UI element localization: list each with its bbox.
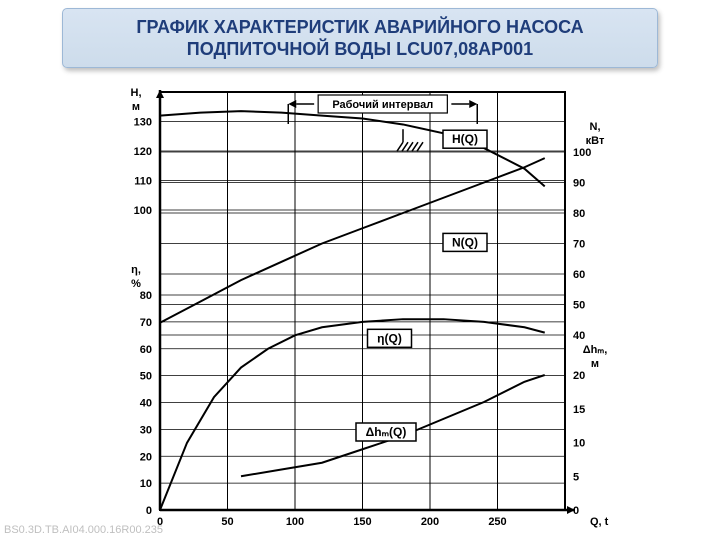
- svg-text:50: 50: [140, 371, 152, 383]
- svg-text:80: 80: [140, 290, 152, 302]
- title-line2: ПОДПИТОЧНОЙ ВОДЫ LCU07,08AP001: [187, 39, 533, 59]
- svg-text:10: 10: [573, 438, 585, 450]
- svg-text:50: 50: [573, 300, 585, 312]
- svg-text:40: 40: [573, 330, 585, 342]
- title-line1: ГРАФИК ХАРАКТЕРИСТИК АВАРИЙНОГО НАСОСА: [136, 17, 583, 37]
- svg-text:Δhₘ,: Δhₘ,: [583, 344, 608, 356]
- svg-text:м: м: [132, 101, 140, 113]
- svg-text:80: 80: [573, 208, 585, 220]
- svg-text:70: 70: [140, 317, 152, 329]
- svg-text:N,: N,: [590, 121, 601, 133]
- svg-text:250: 250: [488, 516, 506, 528]
- svg-text:60: 60: [573, 269, 585, 281]
- svg-text:70: 70: [573, 239, 585, 251]
- svg-text:Δhₘ(Q): Δhₘ(Q): [366, 425, 407, 439]
- svg-text:20: 20: [573, 370, 585, 382]
- svg-text:20: 20: [140, 451, 152, 463]
- svg-text:100: 100: [286, 516, 304, 528]
- svg-text:100: 100: [573, 147, 591, 159]
- svg-text:η,: η,: [131, 264, 141, 276]
- svg-text:15: 15: [573, 404, 585, 416]
- svg-text:10: 10: [140, 478, 152, 490]
- svg-text:0: 0: [146, 505, 152, 517]
- svg-text:30: 30: [140, 424, 152, 436]
- svg-text:H,: H,: [131, 87, 142, 99]
- svg-text:кВт: кВт: [586, 135, 605, 147]
- svg-text:N(Q): N(Q): [452, 235, 478, 249]
- document-code: BS0.3D.TB.AI04.000.16R00.235: [4, 524, 163, 536]
- pump-characteristic-chart: 0 50 100 150 200 250 Q, t 100 110 120 130 H, м 40 50 60…: [90, 80, 630, 535]
- svg-text:50: 50: [221, 516, 233, 528]
- svg-text:Q, t: Q, t: [590, 516, 609, 528]
- svg-text:%: %: [131, 278, 141, 290]
- title-banner: ГРАФИК ХАРАКТЕРИСТИК АВАРИЙНОГО НАСОСА П…: [62, 8, 658, 68]
- svg-text:40: 40: [140, 398, 152, 410]
- svg-text:5: 5: [573, 471, 579, 483]
- svg-text:η(Q): η(Q): [377, 331, 402, 345]
- svg-text:Рабочий интервал: Рабочий интервал: [332, 99, 433, 111]
- page-title: ГРАФИК ХАРАКТЕРИСТИК АВАРИЙНОГО НАСОСА П…: [136, 16, 583, 61]
- svg-text:120: 120: [134, 146, 152, 158]
- svg-text:100: 100: [134, 205, 152, 217]
- svg-text:H(Q): H(Q): [452, 132, 478, 146]
- svg-text:60: 60: [140, 344, 152, 356]
- svg-text:м: м: [591, 358, 599, 370]
- svg-text:90: 90: [573, 178, 585, 190]
- svg-text:150: 150: [353, 516, 371, 528]
- svg-text:110: 110: [134, 176, 152, 188]
- svg-text:200: 200: [421, 516, 439, 528]
- svg-text:130: 130: [134, 117, 152, 129]
